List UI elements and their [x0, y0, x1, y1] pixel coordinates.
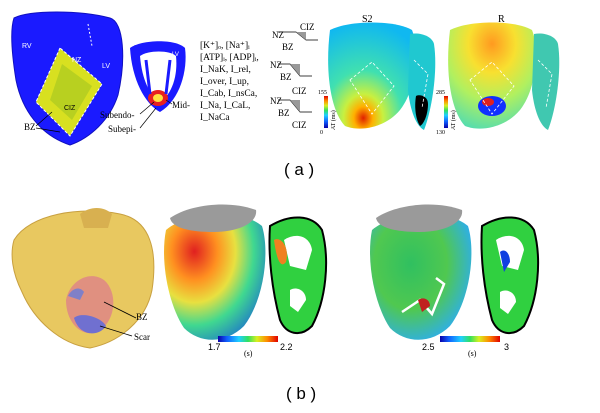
ion-line: I_NaCa [200, 113, 230, 123]
scale1-max: 2.2 [280, 342, 293, 352]
label-lv: LV [102, 63, 110, 70]
heart-scar-model [11, 208, 155, 349]
r-scale-min: 130 [436, 130, 445, 136]
ion-line: I_Na, I_CaL, [200, 101, 251, 111]
s2-title: S2 [362, 14, 373, 25]
scale2-max: 3 [504, 342, 509, 352]
scale1-min: 1.7 [208, 342, 221, 352]
label-nz: NZ [72, 57, 82, 64]
zone-bz-1: BZ [282, 42, 294, 52]
transmural-slice [130, 41, 186, 112]
activation-map-1 [164, 204, 328, 340]
ion-line: [K⁺]ₒ, [Na⁺]ᵢ [200, 41, 250, 51]
label-ciz: CIZ [64, 105, 76, 112]
scale2-unit: (s) [468, 349, 477, 358]
scale1-unit: (s) [244, 349, 253, 358]
scale2-colorbar [440, 336, 500, 342]
label-rv: RV [22, 43, 32, 50]
s2-colorbar [324, 96, 328, 128]
zone-bz-2: BZ [280, 72, 292, 82]
label-bz-b: BZ [136, 312, 148, 322]
scale1-colorbar [218, 336, 278, 342]
ion-line: I_NaK, I_rel, [200, 65, 251, 75]
activation-map-2 [370, 204, 540, 340]
ion-line: I_over, I_up, [200, 77, 249, 87]
zone-ciz-3: CIZ [292, 120, 307, 130]
ion-list: [K⁺]ₒ, [Na⁺]ᵢ [ATP]ᵢ, [ADP]ᵢ, I_NaK, I_r… [200, 40, 259, 124]
label-scar: Scar [134, 332, 150, 342]
s2-scale-max: 155 [318, 90, 327, 96]
zone-nz-2: NZ [270, 60, 282, 70]
r-scale-max: 285 [436, 90, 445, 96]
heart-model-a [11, 11, 124, 146]
r-unit: AT (ms) [450, 110, 457, 130]
ion-line: I_Cab, I_nsCa, [200, 89, 258, 99]
caption-a: ( a ) [284, 160, 315, 179]
r-title: R [498, 14, 505, 25]
zone-bz-3: BZ [278, 108, 290, 118]
zone-nz-1: NZ [272, 30, 284, 40]
zone-ciz-2: CIZ [292, 86, 307, 96]
label-mid: Mid- [172, 100, 190, 110]
zone-nz-3: NZ [270, 96, 282, 106]
caption-b: ( b ) [286, 384, 317, 403]
label-subendo: Subendo- [100, 110, 135, 120]
r-map [448, 22, 560, 130]
s2-map [328, 22, 436, 130]
label-bz: BZ [24, 122, 36, 132]
scale2-min: 2.5 [422, 342, 435, 352]
zone-diagram [278, 31, 318, 113]
s2-scale-min: 0 [320, 130, 323, 136]
zone-ciz-1: CIZ [300, 22, 315, 32]
s2-unit: AT (ms) [330, 110, 337, 130]
r-colorbar [444, 96, 448, 128]
label-lv-slice: LV [172, 52, 179, 58]
label-subepi: Subepi- [108, 124, 136, 134]
ion-line: [ATP]ᵢ, [ADP]ᵢ, [200, 53, 259, 63]
